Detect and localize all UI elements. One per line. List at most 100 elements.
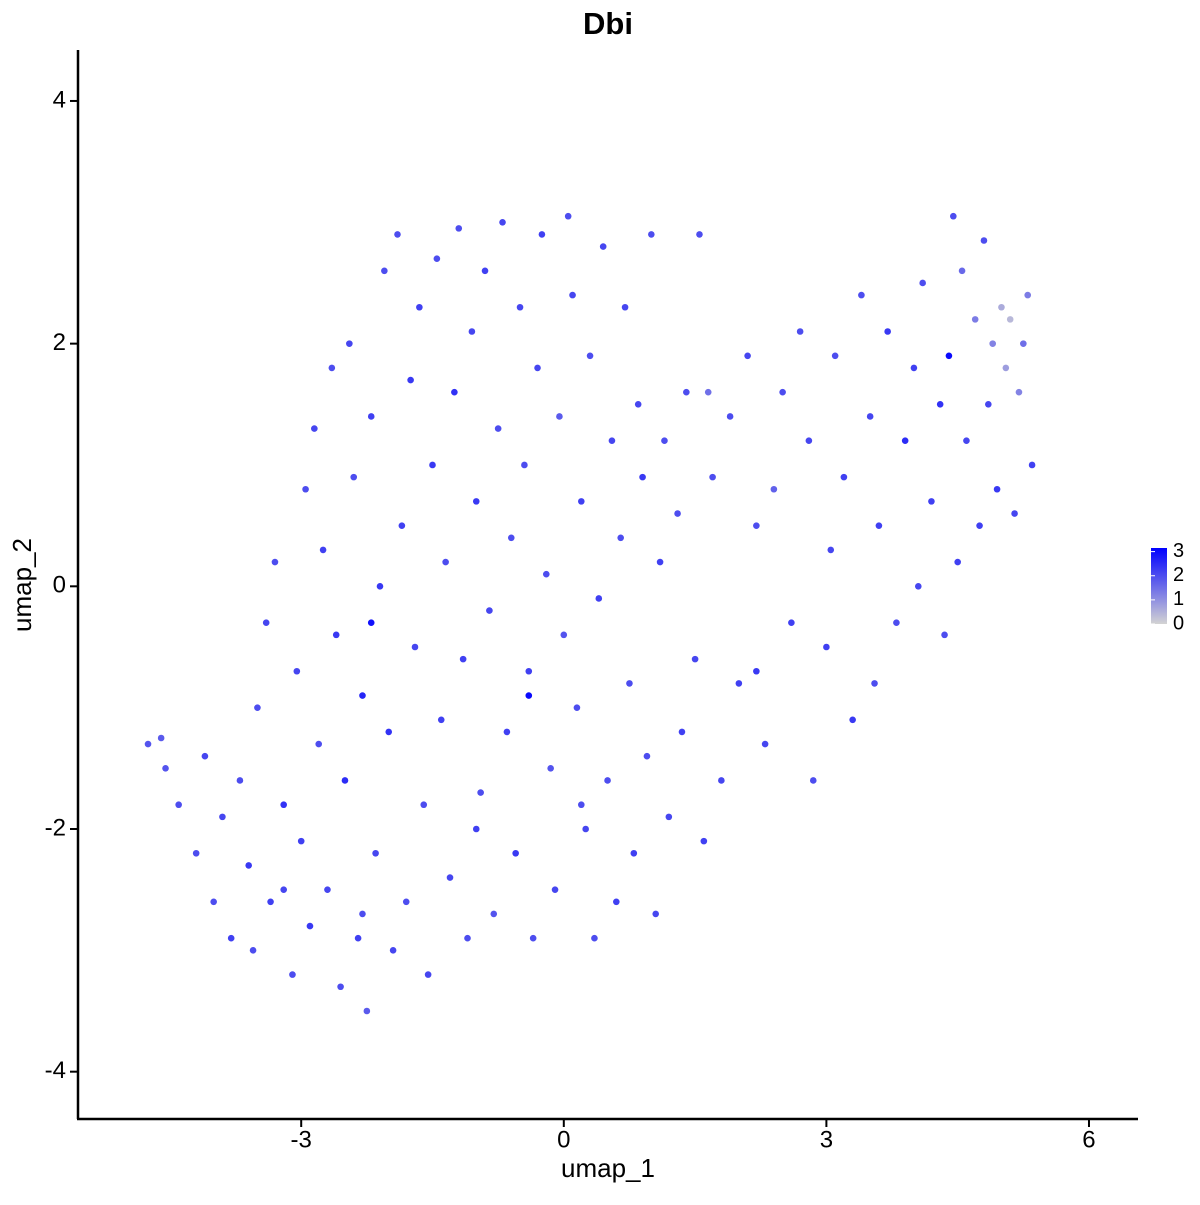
point <box>394 231 401 238</box>
point <box>245 862 252 869</box>
point <box>192 849 200 857</box>
point <box>420 801 428 809</box>
y-axis-title: umap_2 <box>7 538 37 632</box>
x-tick-label: 3 <box>820 1126 833 1153</box>
point <box>1006 316 1014 323</box>
point <box>985 401 992 408</box>
point <box>407 376 414 384</box>
point <box>398 522 406 529</box>
point <box>858 291 865 299</box>
point <box>989 340 996 347</box>
point <box>389 947 397 954</box>
point <box>809 777 817 784</box>
point <box>464 934 471 942</box>
point <box>704 388 712 396</box>
point <box>385 728 393 736</box>
point <box>779 388 786 396</box>
colorbar-tick-label: 3 <box>1173 540 1184 562</box>
point <box>971 316 979 323</box>
point <box>201 752 209 760</box>
y-tick-label: 0 <box>53 572 66 599</box>
point <box>661 437 668 445</box>
point <box>831 352 839 360</box>
point <box>490 910 498 918</box>
point <box>626 680 633 687</box>
point <box>289 971 296 978</box>
point <box>910 364 918 372</box>
point <box>1020 340 1027 347</box>
point <box>446 874 454 881</box>
point <box>936 401 944 408</box>
point <box>346 340 353 347</box>
point <box>753 667 760 675</box>
point <box>525 692 533 699</box>
point <box>547 765 554 772</box>
point <box>560 631 568 639</box>
point <box>175 801 182 809</box>
y-tick-label: 4 <box>53 86 66 113</box>
point <box>604 777 611 784</box>
point <box>683 388 690 396</box>
point <box>700 837 708 845</box>
point <box>1002 364 1010 372</box>
point <box>538 231 546 238</box>
point <box>262 619 270 627</box>
point <box>901 437 909 445</box>
point <box>293 667 301 675</box>
point <box>302 485 309 493</box>
point <box>998 303 1005 311</box>
point <box>144 740 152 748</box>
point <box>928 498 935 505</box>
point <box>954 558 961 566</box>
point <box>1015 388 1023 396</box>
point <box>691 655 699 663</box>
point <box>950 212 957 220</box>
point <box>866 413 874 420</box>
point <box>678 728 686 736</box>
chart-title: Dbi <box>583 6 633 41</box>
point <box>359 692 366 699</box>
point <box>914 583 922 590</box>
point <box>586 352 594 360</box>
point <box>315 740 323 748</box>
point <box>630 849 638 857</box>
point <box>350 473 358 481</box>
point <box>945 352 953 360</box>
y-tick-label: -4 <box>45 1057 66 1084</box>
point <box>976 522 983 529</box>
point <box>529 934 537 942</box>
point <box>919 279 926 287</box>
point <box>477 789 484 796</box>
point <box>941 631 948 639</box>
point <box>249 947 257 954</box>
point <box>993 485 1001 493</box>
point <box>411 643 419 651</box>
point <box>324 886 331 893</box>
point <box>595 595 603 602</box>
point <box>753 522 760 529</box>
point <box>884 328 891 335</box>
point <box>429 461 436 469</box>
point <box>516 303 524 311</box>
x-tick-label: 0 <box>557 1126 570 1153</box>
point <box>359 910 366 918</box>
point <box>788 619 795 627</box>
point <box>643 752 651 760</box>
point <box>271 558 279 566</box>
point <box>311 425 318 432</box>
point <box>840 473 848 481</box>
point <box>726 413 734 420</box>
x-axis-title: umap_1 <box>561 1153 655 1183</box>
point <box>451 388 458 396</box>
point <box>648 231 655 238</box>
point <box>254 704 261 711</box>
point <box>337 983 344 991</box>
point <box>227 934 235 942</box>
point <box>332 631 340 639</box>
point <box>652 910 660 918</box>
point <box>871 680 878 687</box>
point <box>521 461 528 469</box>
point <box>459 655 467 663</box>
point <box>503 728 511 736</box>
